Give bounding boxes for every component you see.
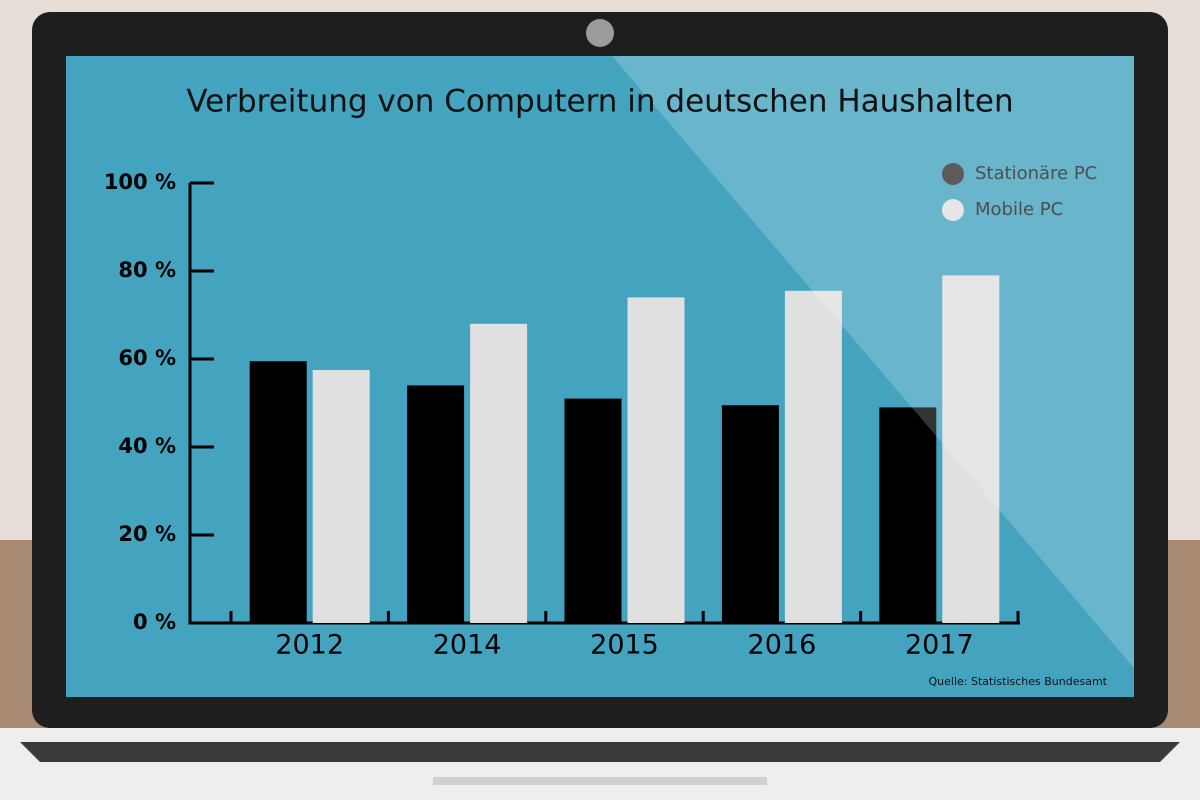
bar <box>784 290 842 623</box>
bar <box>249 361 307 623</box>
chart-title: Verbreitung von Computern in deutschen H… <box>186 84 1013 120</box>
y-tick-label: 100 % <box>104 170 176 194</box>
laptop-hinge <box>20 742 1180 762</box>
bar <box>721 405 779 623</box>
x-tick-label: 2012 <box>275 630 344 661</box>
legend-label: Mobile PC <box>975 199 1063 220</box>
y-tick-label: 60 % <box>118 346 176 370</box>
screen-glare <box>612 56 1134 668</box>
touchpad-edge <box>433 777 767 785</box>
legend-swatch <box>942 199 964 221</box>
x-tick-label: 2017 <box>905 630 974 661</box>
y-tick-label: 40 % <box>118 434 176 458</box>
webcam <box>586 19 614 47</box>
bar <box>470 323 528 623</box>
y-tick-label: 20 % <box>118 522 176 546</box>
x-tick-label: 2015 <box>590 630 659 661</box>
bar <box>942 275 1000 623</box>
y-tick-label: 80 % <box>118 258 176 282</box>
legend-swatch <box>942 163 964 185</box>
bar <box>312 370 370 623</box>
bar <box>627 297 685 623</box>
legend-label: Stationäre PC <box>975 163 1097 184</box>
bar <box>879 407 937 623</box>
y-tick-label: 0 % <box>133 610 176 634</box>
bar <box>407 385 465 623</box>
source-note: Quelle: Statistisches Bundesamt <box>929 675 1108 688</box>
chart: 0 % 20 % 40 % 60 % 80 % 100 % 2012 2014 2015 2016… <box>104 163 1097 661</box>
bar <box>564 398 622 623</box>
x-tick-label: 2014 <box>433 630 502 661</box>
x-tick-label: 2016 <box>748 630 817 661</box>
laptop-base <box>0 728 1200 800</box>
